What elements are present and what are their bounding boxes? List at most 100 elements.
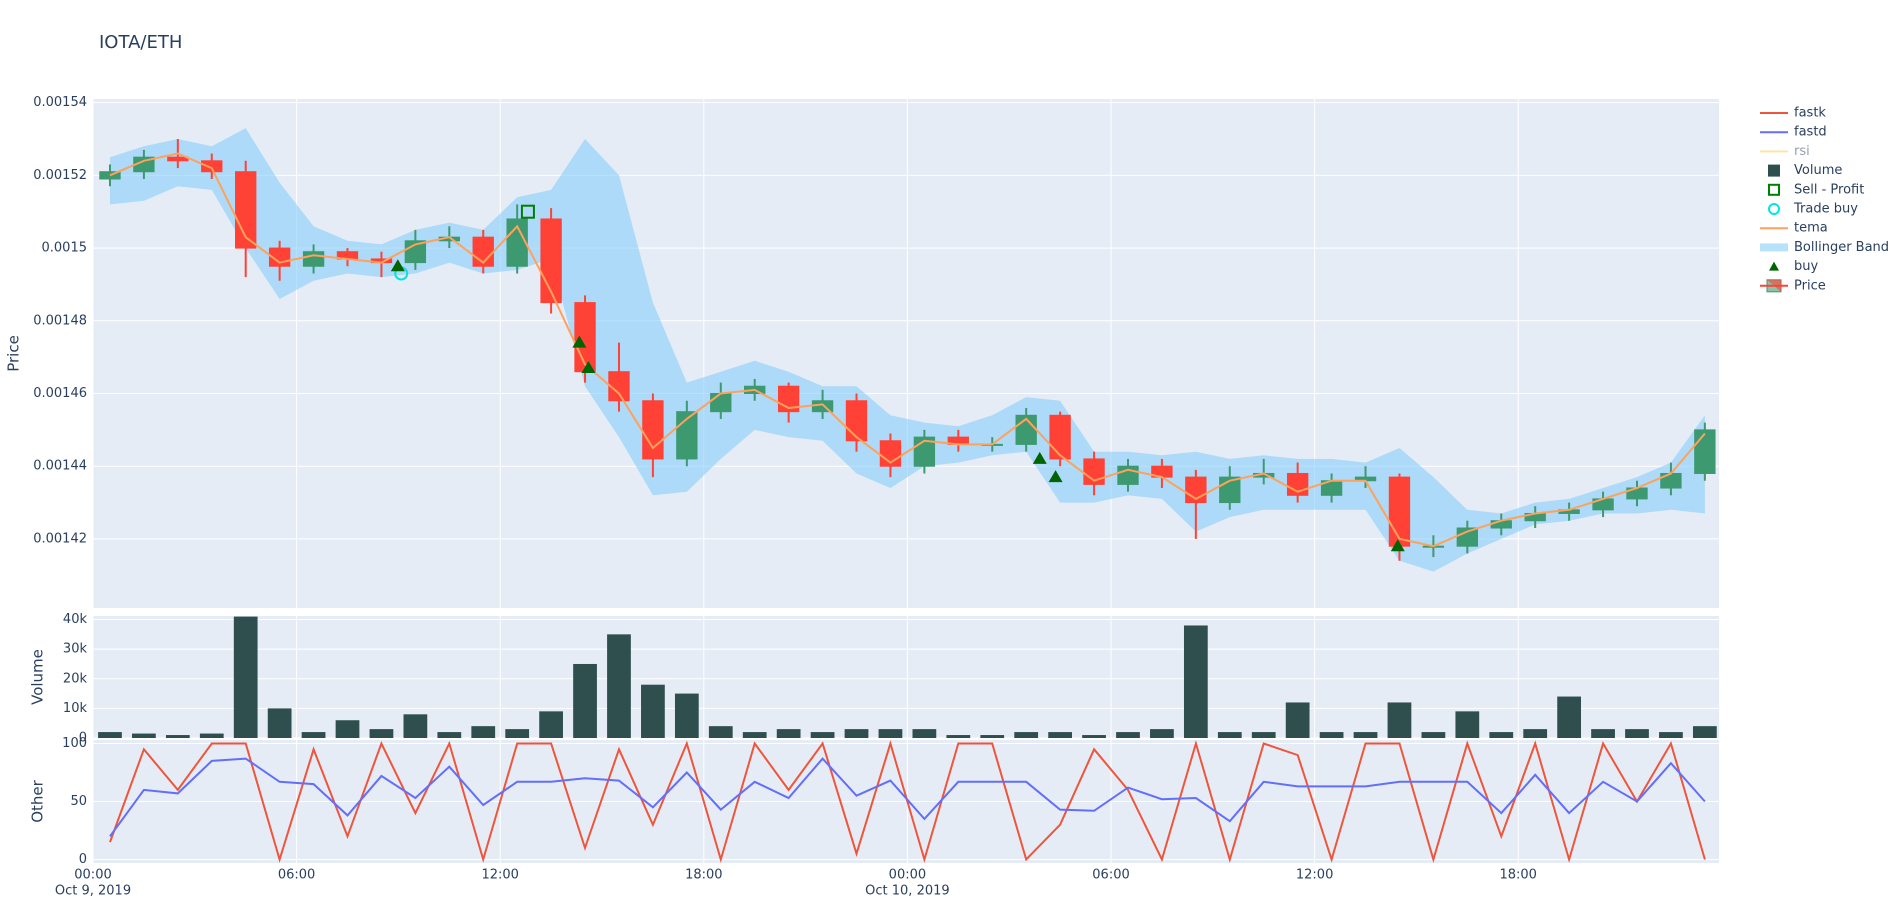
volume-bar bbox=[708, 726, 733, 738]
legend-swatch bbox=[1768, 164, 1780, 177]
y-tick-label: 0.00154 bbox=[33, 95, 87, 110]
legend-item[interactable]: rsi bbox=[1760, 144, 1810, 159]
y-tick-label: 50 bbox=[70, 794, 87, 809]
chart-title: IOTA/ETH bbox=[99, 32, 182, 53]
x-tick-label: 12:00 bbox=[481, 868, 518, 883]
x-tick-sublabel: Oct 9, 2019 bbox=[55, 884, 131, 899]
legend-label: fastd bbox=[1794, 125, 1827, 140]
candle-body bbox=[642, 400, 664, 460]
legend-item[interactable]: fastd bbox=[1760, 125, 1827, 140]
volume-bar bbox=[776, 729, 801, 738]
volume-bar bbox=[1319, 732, 1344, 738]
volume-bar bbox=[742, 732, 767, 738]
legend-item[interactable]: Bollinger Band bbox=[1760, 240, 1888, 255]
volume-bar bbox=[403, 714, 428, 738]
volume-bar bbox=[1421, 732, 1446, 738]
buy-marker bbox=[1048, 470, 1063, 483]
x-tick-label: 18:00 bbox=[685, 868, 722, 883]
legend-item[interactable]: Sell - Profit bbox=[1768, 182, 1864, 197]
y-tick-label: 20k bbox=[63, 671, 88, 686]
x-tick-sublabel: Oct 10, 2019 bbox=[865, 884, 950, 899]
volume-bar bbox=[844, 729, 869, 738]
legend-item[interactable]: Volume bbox=[1768, 163, 1842, 178]
volume-bar bbox=[1455, 711, 1480, 738]
candle-body bbox=[201, 160, 223, 173]
legend-item[interactable]: tema bbox=[1760, 221, 1828, 236]
legend-item[interactable]: fastk bbox=[1760, 106, 1826, 121]
candle-body bbox=[1456, 527, 1479, 547]
candle-body bbox=[845, 400, 868, 442]
legend-item[interactable]: Price bbox=[1760, 278, 1826, 293]
legend-swatch bbox=[1769, 261, 1779, 271]
candle-body bbox=[1049, 414, 1071, 460]
volume-bar bbox=[878, 729, 903, 738]
y-tick-label: 0.00146 bbox=[33, 386, 87, 401]
volume-bar bbox=[607, 634, 631, 738]
volume-bar bbox=[1523, 729, 1548, 738]
volume-bar bbox=[1082, 735, 1106, 738]
candle-body bbox=[1388, 476, 1411, 547]
volume-bar bbox=[1625, 729, 1649, 738]
line bbox=[109, 152, 1706, 548]
volume-bar bbox=[132, 733, 156, 738]
legend-label: buy bbox=[1794, 259, 1818, 274]
x-tick-label: 12:00 bbox=[1296, 868, 1333, 883]
volume-bar bbox=[539, 711, 563, 738]
y-axis-title: Price bbox=[5, 335, 23, 372]
legend-item[interactable]: Trade buy bbox=[1768, 202, 1858, 217]
candle-body bbox=[710, 392, 732, 413]
y-axis-title: Volume bbox=[29, 649, 47, 705]
sell-marker bbox=[520, 204, 535, 219]
legend-label: fastk bbox=[1794, 106, 1826, 121]
candle-body bbox=[574, 302, 596, 373]
volume-bar bbox=[301, 732, 326, 738]
volume-bar bbox=[1489, 732, 1514, 738]
y-tick-label: 100 bbox=[62, 736, 87, 751]
volume-bar bbox=[946, 735, 971, 738]
volume-bar bbox=[1353, 732, 1378, 738]
buy-marker bbox=[1032, 451, 1047, 464]
y-tick-label: 0 bbox=[79, 852, 87, 867]
volume-bar bbox=[912, 729, 937, 738]
x-tick-label: 00:00 bbox=[889, 868, 926, 883]
line bbox=[109, 757, 1706, 837]
y-axis-title: Other bbox=[29, 779, 47, 822]
volume-bar bbox=[1217, 732, 1242, 738]
candle-body bbox=[1490, 520, 1512, 529]
y-tick-label: 0.00142 bbox=[33, 531, 87, 546]
legend-label: rsi bbox=[1794, 144, 1810, 159]
volume-bar bbox=[437, 732, 462, 738]
volume-bar bbox=[1557, 696, 1582, 738]
buy-marker bbox=[1390, 539, 1405, 552]
legend-label: Volume bbox=[1794, 163, 1842, 178]
buy-marker bbox=[390, 259, 405, 272]
volume-bar bbox=[1251, 732, 1276, 738]
y-tick-label: 0 bbox=[79, 731, 87, 746]
volume-bar bbox=[1659, 732, 1683, 738]
line bbox=[109, 739, 1706, 864]
y-tick-label: 10k bbox=[63, 701, 88, 716]
legend-label: Bollinger Band bbox=[1794, 240, 1888, 255]
y-tick-label: 40k bbox=[63, 612, 88, 627]
volume-bar bbox=[1150, 729, 1174, 738]
y-tick-label: 0.00152 bbox=[33, 168, 87, 183]
buy-marker bbox=[581, 361, 596, 374]
legend-label: Price bbox=[1794, 278, 1826, 293]
legend-label: Sell - Profit bbox=[1794, 182, 1864, 197]
y-tick-label: 0.00144 bbox=[33, 459, 87, 474]
y-tick-label: 0.0015 bbox=[42, 241, 88, 256]
volume-bar bbox=[1048, 732, 1072, 738]
volume-bar bbox=[1591, 729, 1615, 738]
legend-item[interactable]: buy bbox=[1769, 259, 1818, 274]
y-tick-label: 30k bbox=[63, 642, 88, 657]
legend-swatch bbox=[1768, 203, 1780, 215]
x-tick-label: 00:00 bbox=[74, 868, 111, 883]
volume-bar bbox=[1116, 732, 1140, 738]
x-tick-label: 06:00 bbox=[1092, 868, 1129, 883]
volume-bar bbox=[1285, 702, 1310, 738]
x-tick-label: 18:00 bbox=[1499, 868, 1536, 883]
volume-bar bbox=[641, 684, 665, 738]
volume-bar bbox=[233, 616, 258, 738]
